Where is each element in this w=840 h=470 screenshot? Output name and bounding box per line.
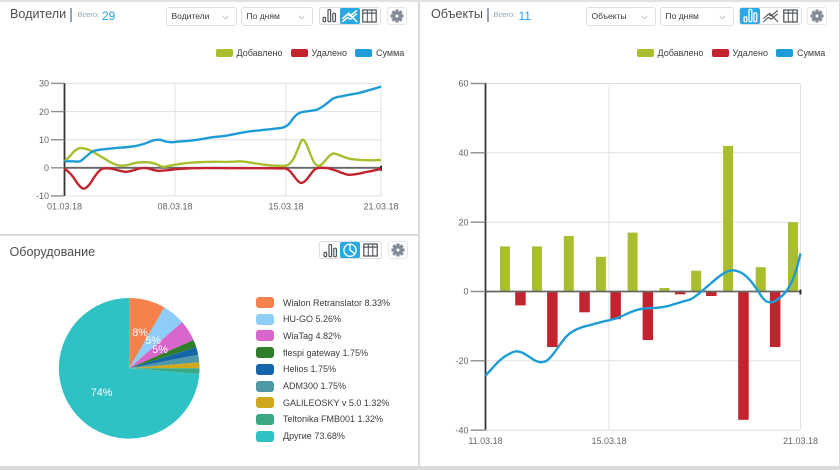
svg-text:01.03.18: 01.03.18: [47, 202, 82, 212]
svg-text:40: 40: [458, 148, 468, 158]
svg-text:15.03.18: 15.03.18: [591, 436, 626, 446]
svg-text:20: 20: [39, 107, 49, 117]
svg-text:11.03.18: 11.03.18: [468, 436, 502, 446]
svg-text:10: 10: [39, 135, 49, 145]
svg-text:5%: 5%: [152, 344, 168, 356]
svg-text:60: 60: [458, 79, 468, 89]
svg-text:08.03.18: 08.03.18: [157, 202, 192, 212]
svg-text:74%: 74%: [91, 387, 113, 399]
svg-text:20: 20: [458, 217, 468, 227]
svg-text:0: 0: [44, 163, 49, 173]
svg-text:0: 0: [463, 287, 468, 297]
svg-text:15.03.18: 15.03.18: [268, 202, 303, 212]
svg-text:5%: 5%: [145, 335, 161, 347]
svg-text:-40: -40: [455, 425, 468, 435]
svg-text:8%: 8%: [132, 327, 148, 339]
svg-text:-20: -20: [455, 356, 468, 366]
svg-text:30: 30: [39, 79, 49, 89]
svg-text:21.03.18: 21.03.18: [363, 202, 398, 212]
svg-text:-10: -10: [36, 191, 49, 201]
svg-text:21.03.18: 21.03.18: [783, 436, 818, 446]
